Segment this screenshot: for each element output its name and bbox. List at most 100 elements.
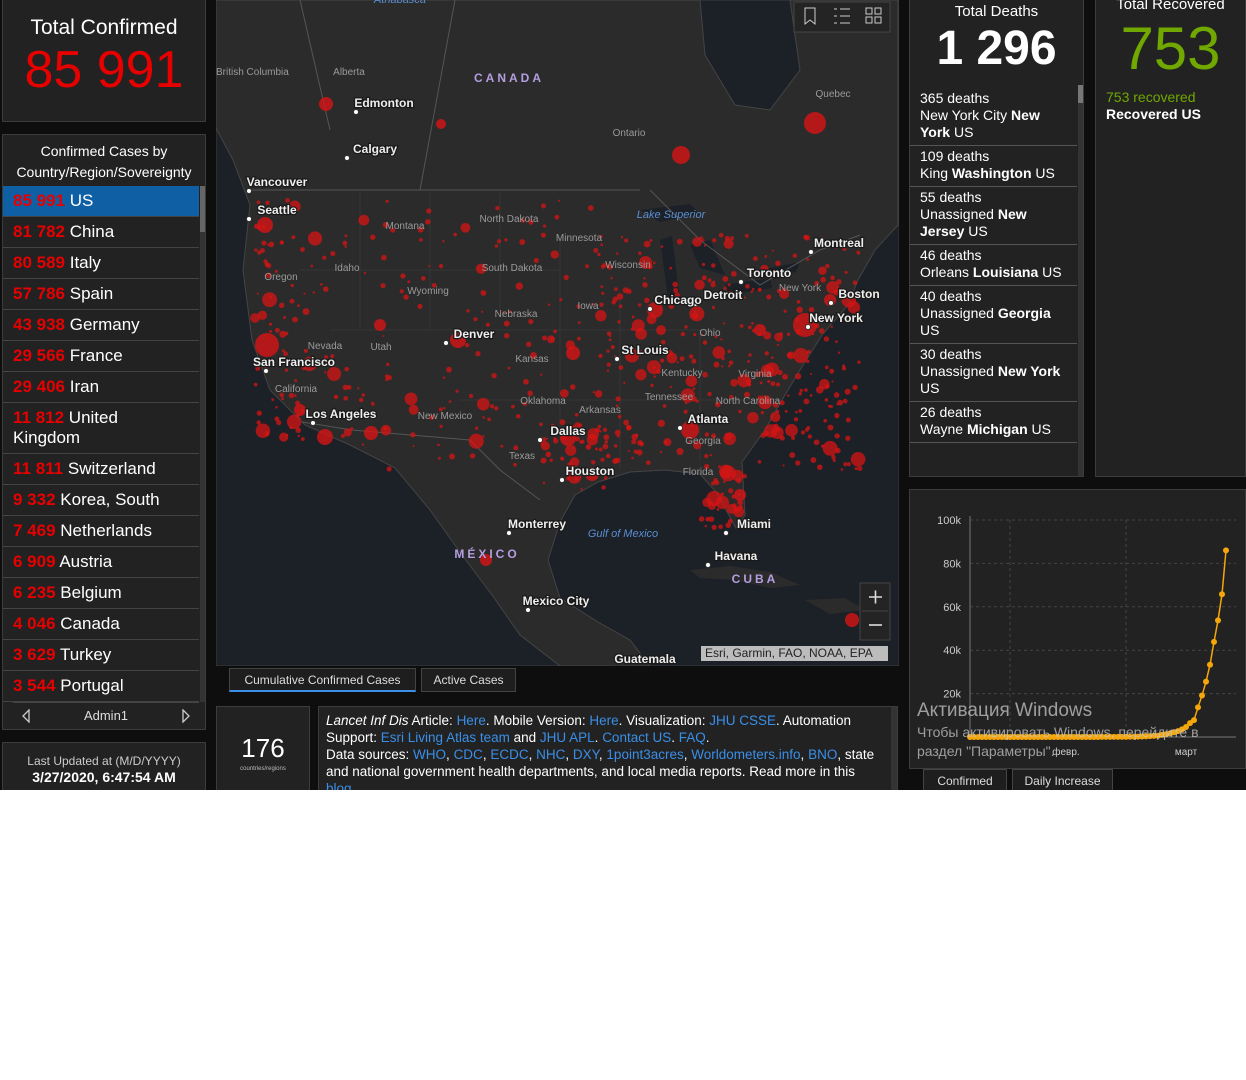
case-dot <box>608 338 612 342</box>
tab[interactable]: Confirmed <box>923 769 1007 790</box>
city-dot <box>559 477 565 483</box>
city-dot <box>263 368 269 374</box>
link[interactable]: Here <box>589 713 619 728</box>
link[interactable]: BNO <box>808 747 838 762</box>
link[interactable]: 1point3acres <box>606 747 684 762</box>
scrollbar[interactable] <box>1078 85 1083 476</box>
link[interactable]: DXY <box>572 747 599 762</box>
tab[interactable]: Cumulative Confirmed Cases <box>229 668 416 692</box>
country-row[interactable]: 81 782 China <box>3 217 199 248</box>
scroll-thumb[interactable] <box>200 186 205 232</box>
country-row[interactable]: 43 938 Germany <box>3 310 199 341</box>
prev-arrow[interactable] <box>21 709 31 723</box>
country-row[interactable]: 57 786 Spain <box>3 279 199 310</box>
case-dot <box>469 453 476 459</box>
link[interactable]: Here <box>456 713 486 728</box>
zoom-in[interactable] <box>869 590 882 604</box>
case-dot <box>439 424 443 429</box>
case-dot <box>833 392 840 398</box>
tab[interactable]: Active Cases <box>421 668 516 692</box>
scrollbar[interactable] <box>200 186 205 702</box>
next-arrow[interactable] <box>181 709 191 723</box>
country-row[interactable]: 3 629 Turkey <box>3 640 199 671</box>
case-dot <box>813 439 820 446</box>
case-dot <box>330 251 336 257</box>
case-dot <box>533 257 539 264</box>
case-dot <box>779 332 783 336</box>
link[interactable]: FAQ <box>678 730 706 745</box>
country-name: US <box>69 191 94 210</box>
case-dot <box>712 238 717 243</box>
link[interactable]: Worldometers.info <box>691 747 801 762</box>
country-row[interactable]: 80 589 Italy <box>3 248 199 279</box>
case-dot <box>824 365 829 370</box>
death-place: King Washington US <box>920 165 1067 182</box>
country-row[interactable]: 7 469 Netherlands <box>3 516 199 547</box>
case-dot <box>436 119 446 129</box>
case-dot <box>438 407 443 412</box>
link[interactable]: Esri Living Atlas team <box>380 730 510 745</box>
link[interactable]: NHC <box>536 747 566 762</box>
case-dot <box>474 426 479 430</box>
case-dot <box>609 335 612 338</box>
bookmark-icon[interactable] <box>804 7 816 26</box>
case-dot <box>750 290 753 293</box>
info-text: , <box>598 747 607 762</box>
countries-count-label: countries/regions <box>240 766 286 772</box>
case-dot <box>646 460 651 466</box>
link[interactable]: ECDC <box>490 747 529 762</box>
country-row[interactable]: 11 811 Switzerland <box>3 454 199 485</box>
map[interactable]: Athabasca British Columbia Alberta CANADA Ed… <box>216 0 899 666</box>
city-label: Houston <box>566 464 615 478</box>
country-row[interactable]: 6 909 Austria <box>3 547 199 578</box>
link[interactable]: CDC <box>453 747 483 762</box>
case-dot <box>600 457 605 462</box>
link[interactable]: WHO <box>413 747 447 762</box>
panel-title: Confirmed Cases by Country/Region/Sovere… <box>16 143 192 180</box>
admin2: King <box>920 165 949 181</box>
link[interactable]: JHU CSSE <box>709 713 776 728</box>
region-label: Wyoming <box>407 286 449 297</box>
scrollbar[interactable] <box>891 707 897 790</box>
basemap-icon[interactable] <box>865 7 882 24</box>
case-dot <box>718 232 724 238</box>
link[interactable]: blog <box>326 781 352 790</box>
case-count: 29 406 <box>13 377 65 396</box>
scroll-thumb[interactable] <box>1078 85 1083 103</box>
country-row[interactable]: 3 544 Portugal <box>3 671 199 702</box>
case-dot <box>739 324 744 328</box>
link[interactable]: JHU APL <box>539 730 595 745</box>
link[interactable]: Contact US <box>602 730 672 745</box>
case-dot <box>807 434 813 439</box>
case-dot <box>289 298 295 304</box>
country-row[interactable]: 11 812 United Kingdom <box>3 403 199 454</box>
case-dot <box>616 434 620 438</box>
country-row[interactable]: 29 406 Iran <box>3 372 199 403</box>
case-dot <box>809 394 813 397</box>
country-row[interactable]: 9 332 Korea, South <box>3 485 199 516</box>
case-dot <box>790 436 796 441</box>
case-dot <box>710 481 716 486</box>
country-row[interactable]: 6 235 Belgium <box>3 578 199 609</box>
country: US <box>1181 106 1201 122</box>
case-dot <box>324 371 327 374</box>
case-dot <box>446 366 452 373</box>
case-count: 4 046 <box>13 614 56 633</box>
case-dot <box>798 391 803 396</box>
case-dot <box>669 385 673 389</box>
city-label: San Francisco <box>253 355 335 369</box>
legend-icon[interactable] <box>834 8 850 24</box>
country-row[interactable]: 85 991 US <box>3 186 199 217</box>
case-dot <box>585 444 592 450</box>
country-row[interactable]: 4 046 Canada <box>3 609 199 640</box>
case-dot <box>257 250 262 255</box>
case-count: 29 566 <box>13 346 65 365</box>
country-row[interactable]: 29 566 France <box>3 341 199 372</box>
case-dot <box>438 263 444 269</box>
case-dot <box>319 97 333 111</box>
case-dot <box>279 330 287 338</box>
tab[interactable]: Daily Increase <box>1012 769 1113 790</box>
case-dot <box>317 429 333 445</box>
case-dot <box>344 234 348 238</box>
case-dot <box>827 424 834 431</box>
